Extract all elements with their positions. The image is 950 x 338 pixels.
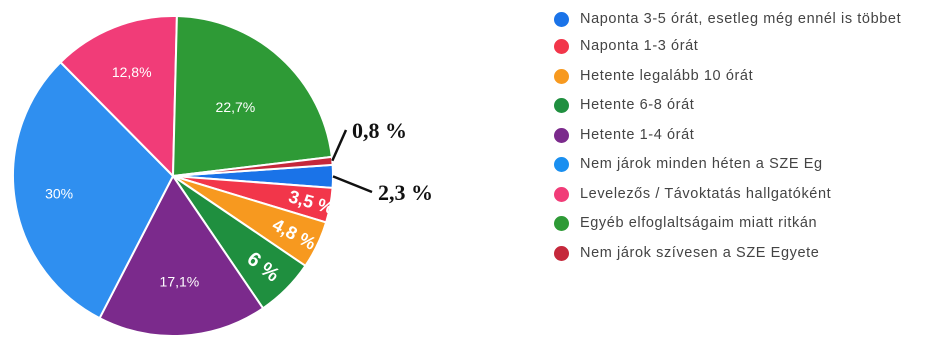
- legend-swatch: [554, 127, 569, 143]
- legend-label: Hetente legalább 10 órát: [580, 67, 754, 84]
- pie-slice: [59, 15, 178, 179]
- pie-slice: [172, 155, 334, 177]
- legend-label: Nem járok minden héten a SZE Eg: [580, 156, 823, 172]
- slice-label: 12,8%: [112, 64, 152, 80]
- legend-swatch: [554, 157, 569, 172]
- pie-slice: [171, 15, 333, 178]
- legend-item: Hetente 6-8 órát: [554, 96, 946, 115]
- legend-label: Naponta 3-5 órát, esetleg még ennél is t…: [580, 11, 902, 27]
- legend-swatch: [554, 186, 569, 202]
- leader-line: [331, 129, 348, 162]
- legend-label: Nem járok szívesen a SZE Egyete: [580, 244, 820, 261]
- legend-item: Nem járok minden héten a SZE Eg: [554, 155, 946, 174]
- slice-label: 22,7%: [216, 99, 256, 115]
- pie-slice: [12, 60, 175, 320]
- legend-item: Hetente legalább 10 órát: [554, 67, 946, 86]
- slice-label: 0,8 %: [352, 118, 407, 143]
- pie-slice: [98, 174, 265, 337]
- legend-label: Egyéb elfoglaltságaim miatt ritkán: [580, 215, 818, 231]
- legend-item: Levelezős / Távoktatás hallgatóként: [554, 185, 946, 204]
- legend-label: Hetente 1-4 órát: [580, 126, 695, 143]
- slice-label: 2,3 %: [378, 180, 433, 205]
- legend-swatch: [554, 39, 569, 54]
- legend-label: Hetente 6-8 órát: [580, 97, 695, 113]
- slice-label: 17,1%: [160, 273, 200, 289]
- legend-swatch: [554, 68, 569, 84]
- legend-item: Hetente 1-4 órát: [554, 126, 946, 145]
- slice-label: 30%: [45, 185, 73, 201]
- legend-swatch: [554, 245, 569, 261]
- legend-item: Nem járok szívesen a SZE Egyete: [554, 244, 946, 263]
- pie-chart: 2,3 %3,5 %4,8 %6 %17,1%30%12,8%22,7%0,8 …: [12, 15, 433, 337]
- legend-label: Naponta 1-3 órát: [580, 38, 699, 54]
- legend-swatch: [554, 98, 569, 113]
- leader-line: [332, 175, 373, 194]
- legend-item: Naponta 1-3 órát: [554, 37, 946, 56]
- legend-label: Levelezős / Távoktatás hallgatóként: [580, 185, 832, 202]
- legend-swatch: [554, 216, 569, 231]
- legend: Naponta 3-5 órát, esetleg még ennél is t…: [554, 10, 946, 273]
- legend-item: Egyéb elfoglaltságaim miatt ritkán: [554, 214, 946, 233]
- legend-swatch: [554, 12, 569, 27]
- legend-item: Naponta 3-5 órát, esetleg még ennél is t…: [554, 10, 946, 29]
